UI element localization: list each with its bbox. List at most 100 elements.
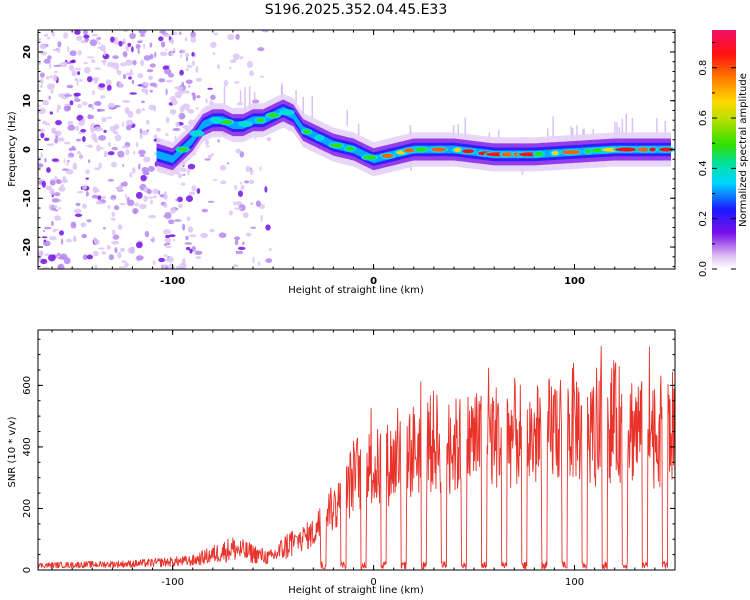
speckle-mark (187, 226, 194, 233)
speckle-mark (82, 203, 87, 209)
ridge-core-mark (267, 113, 280, 118)
speckle-mark (180, 53, 182, 59)
speckle-mark (100, 195, 107, 199)
speckle-mark (113, 105, 121, 108)
snr-y-tick-label: 600 (22, 376, 33, 395)
streak-mark (223, 86, 226, 105)
speckle-mark (185, 108, 193, 111)
snr-frame (37, 329, 676, 571)
speckle-mark (74, 213, 83, 217)
speckle-mark (113, 36, 119, 42)
speckle-mark (74, 30, 81, 35)
speckle-mark (237, 102, 244, 106)
speckle-mark (217, 139, 220, 143)
streak-mark (656, 117, 658, 147)
snr-x-tick-label: 100 (565, 577, 584, 588)
speckle-mark (61, 168, 69, 171)
speckle-mark (49, 236, 57, 241)
speckle-mark (188, 234, 197, 238)
speckle-mark (158, 36, 164, 42)
speckle-mark (191, 52, 195, 57)
colorbar-tick-label: 0.4 (698, 160, 709, 176)
speckle-mark (141, 167, 149, 172)
speckle-mark (82, 136, 86, 142)
ridge-core-mark (551, 151, 559, 156)
speckle-mark (43, 137, 50, 141)
speckle-mark (106, 116, 113, 119)
speckle-mark (252, 99, 260, 104)
speckle-mark (264, 186, 268, 193)
speckle-mark (143, 195, 148, 202)
speckle-mark (229, 66, 232, 70)
speckle-mark (249, 168, 254, 176)
speckle-mark (47, 55, 52, 60)
speckle-mark (88, 144, 93, 149)
speckle-mark (141, 88, 147, 93)
spectrogram-y-tick-label: 10 (22, 94, 33, 108)
speckle-mark (226, 162, 230, 165)
speckle-mark (77, 104, 82, 109)
speckle-mark (140, 174, 147, 182)
speckle-mark (42, 100, 49, 106)
ridge-core-mark (281, 110, 293, 115)
speckle-mark (76, 191, 84, 194)
speckle-mark (125, 119, 134, 127)
speckle-mark (57, 252, 61, 256)
speckle-mark (43, 58, 51, 64)
speckle-mark (107, 179, 114, 182)
speckle-mark (191, 185, 197, 192)
speckle-mark (40, 258, 48, 265)
speckle-mark (170, 207, 176, 214)
speckle-mark (190, 36, 197, 43)
speckle-mark (249, 179, 254, 185)
speckle-mark (118, 81, 123, 88)
speckle-mark (165, 88, 168, 96)
speckle-mark (135, 108, 142, 115)
speckle-mark (57, 137, 65, 142)
speckle-mark (185, 52, 190, 58)
speckle-mark (154, 51, 157, 58)
speckle-mark (74, 98, 81, 102)
ridge-core-mark (316, 135, 323, 140)
speckle-mark (148, 214, 156, 219)
speckle-mark (129, 32, 136, 40)
speckle-mark (235, 33, 240, 40)
speckle-mark (182, 223, 186, 231)
speckle-mark (117, 251, 122, 259)
speckle-mark (38, 62, 42, 65)
speckle-mark (106, 84, 112, 91)
speckle-mark (98, 41, 101, 46)
speckle-mark (176, 86, 184, 92)
speckle-mark (91, 194, 99, 199)
speckle-mark (86, 219, 92, 223)
speckle-mark (66, 162, 69, 166)
speckle-mark (180, 182, 186, 186)
speckle-mark (250, 226, 257, 229)
speckle-mark (78, 79, 83, 82)
speckle-mark (170, 51, 174, 57)
speckle-mark (76, 114, 84, 121)
speckle-mark (185, 236, 189, 240)
speckle-mark (83, 30, 88, 35)
speckle-mark (61, 238, 64, 245)
speckle-mark (112, 198, 115, 201)
speckle-mark (57, 263, 65, 269)
speckle-mark (125, 72, 134, 76)
speckle-mark (111, 240, 120, 245)
speckle-mark (174, 91, 182, 99)
streak-mark (239, 90, 242, 103)
ridge-core-mark (649, 147, 656, 152)
speckle-mark (128, 76, 132, 80)
streak-mark (357, 123, 360, 136)
ridge-core-mark (534, 152, 544, 157)
speckle-mark (122, 41, 125, 44)
chart-title: S196.2025.352.04.45.E33 (265, 2, 448, 18)
speckle-mark (63, 141, 71, 145)
speckle-mark (242, 241, 245, 246)
speckle-mark (80, 129, 87, 133)
speckle-mark (91, 33, 99, 37)
speckle-mark (228, 210, 233, 216)
speckle-mark (174, 219, 182, 222)
speckle-mark (137, 73, 144, 79)
speckle-mark (135, 191, 143, 199)
